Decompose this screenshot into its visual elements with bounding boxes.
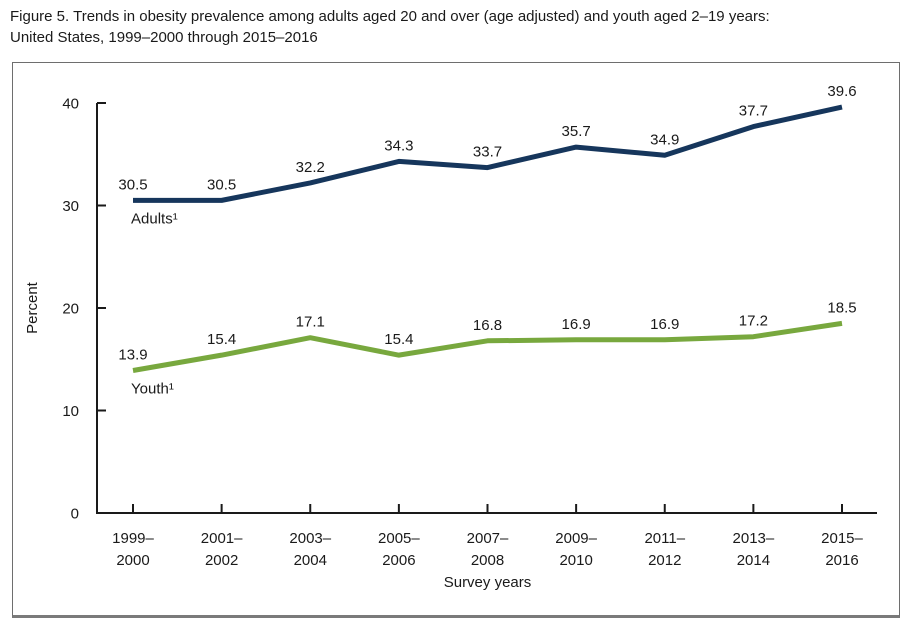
x-tick-label: 2006: [382, 552, 415, 569]
value-label: 34.3: [384, 137, 413, 154]
figure-title: Figure 5. Trends in obesity prevalence a…: [10, 6, 900, 48]
x-tick-label: 2014: [737, 552, 770, 569]
adults-series-label: Adults¹: [131, 210, 178, 227]
x-tick-label: 2010: [559, 552, 592, 569]
value-label: 30.5: [118, 176, 147, 193]
x-tick-label: 2003–: [289, 530, 331, 547]
x-tick-label: 2016: [825, 552, 858, 569]
value-label: 16.9: [650, 316, 679, 333]
value-label: 15.4: [207, 331, 236, 348]
adults-line: [133, 104, 843, 203]
value-label: 39.6: [827, 83, 856, 100]
x-tick-label: 2011–: [644, 530, 685, 547]
x-tick-label: 2004: [294, 552, 327, 569]
x-tick-label: 2015–: [821, 530, 863, 547]
value-label: 16.9: [562, 316, 591, 333]
x-tick-label: 2001–: [201, 530, 243, 547]
figure-title-line2: United States, 1999–2000 through 2015–20…: [10, 29, 318, 46]
value-label: 34.9: [650, 131, 679, 148]
value-label: 35.7: [562, 123, 591, 140]
value-label: 33.7: [473, 144, 502, 161]
youth-line: [132, 320, 843, 373]
y-tick-label: 10: [62, 403, 79, 420]
value-label: 30.5: [207, 176, 236, 193]
x-tick-label: 2002: [205, 552, 238, 569]
youth-series-label: Youth¹: [131, 381, 174, 398]
x-tick-label: 2005–: [378, 530, 420, 547]
line-chart: 0 10 20 30 40 1999– 2000 2001– 2002 2003– 2004 2005…: [24, 83, 877, 591]
chart-frame: 0 10 20 30 40 1999– 2000 2001– 2002 2003– 2004 2005…: [12, 62, 900, 618]
x-tick-label: 2009–: [555, 530, 597, 547]
y-tick-label: 0: [71, 506, 79, 523]
x-tick-label: 2007–: [467, 530, 509, 547]
x-axis: 1999– 2000 2001– 2002 2003– 2004 2005– 2006 2007…: [112, 504, 864, 569]
youth-series: 13.9 15.4 17.1 15.4 16.8 16.9 16.9 17.2 18.5 Yout…: [118, 299, 856, 397]
y-axis: 0 10 20 30 40: [62, 96, 106, 523]
value-label: 37.7: [739, 103, 768, 120]
x-tick-label: 2000: [116, 552, 149, 569]
y-axis-title: Percent: [24, 281, 41, 334]
value-label: 18.5: [827, 299, 856, 316]
y-tick-label: 40: [62, 96, 79, 113]
axes: [96, 103, 877, 514]
y-tick-label: 30: [62, 198, 79, 215]
x-tick-label: 2012: [648, 552, 681, 569]
figure-title-line1: Figure 5. Trends in obesity prevalence a…: [10, 8, 770, 25]
value-label: 17.1: [296, 314, 325, 331]
value-label: 15.4: [384, 331, 413, 348]
value-label: 16.8: [473, 317, 502, 334]
x-tick-label: 2013–: [733, 530, 775, 547]
x-tick-label: 2008: [471, 552, 504, 569]
adults-series: 30.5 30.5 32.2 34.3 33.7 35.7 34.9 37.7 39.6 Adul…: [118, 83, 856, 227]
value-label: 17.2: [739, 313, 768, 330]
value-label: 13.9: [118, 347, 147, 364]
y-tick-label: 20: [62, 301, 79, 318]
x-axis-title: Survey years: [444, 574, 532, 591]
x-tick-label: 1999–: [112, 530, 154, 547]
value-label: 32.2: [296, 159, 325, 176]
